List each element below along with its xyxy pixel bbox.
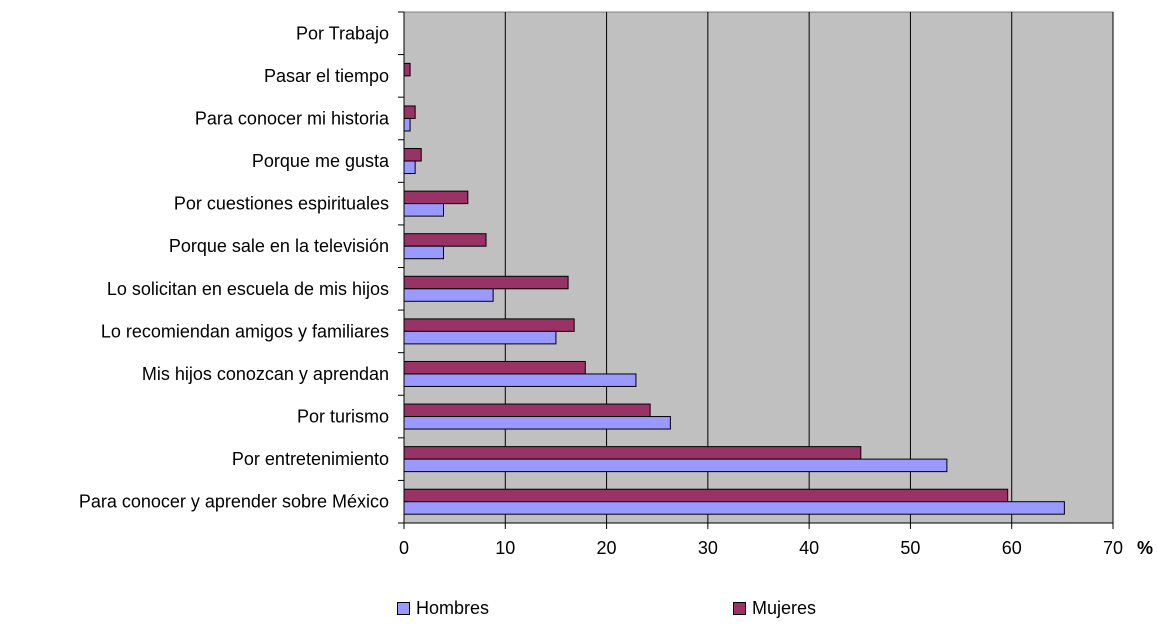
category-label: Para conocer mi historia (195, 108, 390, 128)
category-label: Porque me gusta (252, 151, 390, 171)
category-label: Por turismo (297, 407, 389, 427)
category-label: Por Trabajo (296, 23, 389, 43)
bar-hombres-5 (403, 288, 494, 302)
legend-label-hombres: Hombres (416, 598, 490, 618)
bar-mujeres-9 (403, 105, 416, 119)
x-tick-label: 0 (399, 538, 409, 558)
x-tick-label: 10 (495, 538, 515, 558)
x-tick-labels: 0 10 20 30 40 50 60 70 (399, 538, 1123, 558)
category-label: Pasar el tiempo (264, 66, 389, 86)
bar-hombres-3 (403, 373, 637, 387)
bars (403, 62, 1065, 515)
legend-item-hombres: Hombres (397, 598, 489, 619)
bar-mujeres-2 (403, 403, 651, 418)
category-label: Lo recomiendan amigos y familiares (101, 321, 389, 341)
bar-hombres-2 (403, 416, 671, 430)
bar-hombres-6 (403, 245, 445, 260)
x-tick-label: 20 (597, 538, 617, 558)
category-labels: Para conocer y aprender sobre México Por … (79, 23, 390, 511)
bar-mujeres-7 (403, 190, 469, 205)
plot-area (403, 11, 1114, 524)
x-tick-label: 70 (1103, 538, 1123, 558)
legend-label-mujeres: Mujeres (752, 598, 817, 618)
gridlines (504, 12, 1114, 523)
bar-hombres-0 (403, 501, 1065, 515)
bar-hombres-1 (403, 458, 948, 473)
x-tick-label: 30 (698, 538, 718, 558)
x-axis-unit: % (1137, 538, 1153, 558)
category-label: Por cuestiones espirituales (174, 194, 389, 214)
category-label: Lo solicitan en escuela de mis hijos (107, 279, 389, 299)
bar-hombres-4 (403, 330, 557, 345)
bar-mujeres-8 (403, 148, 422, 162)
category-label: Porque sale en la televisión (169, 236, 389, 256)
bar-hombres-8 (403, 160, 416, 175)
x-tick-label: 50 (900, 538, 920, 558)
bar-hombres-9 (403, 117, 411, 132)
legend: Hombres Mujeres (0, 598, 1158, 628)
category-label: Para conocer y aprender sobre México (79, 492, 389, 512)
bar-mujeres-4 (403, 318, 575, 332)
axes (398, 11, 1114, 529)
legend-swatch-hombres (397, 602, 410, 615)
x-tick-label: 40 (799, 538, 819, 558)
bar-hombres-7 (403, 203, 445, 217)
legend-swatch-mujeres (733, 602, 746, 615)
bar-mujeres-0 (403, 488, 1009, 503)
bar-mujeres-6 (403, 233, 487, 247)
x-tick-label: 60 (1002, 538, 1022, 558)
legend-item-mujeres: Mujeres (733, 598, 816, 619)
bar-mujeres-1 (403, 446, 862, 460)
bar-mujeres-3 (403, 360, 586, 375)
bar-mujeres-5 (403, 275, 569, 290)
category-label: Mis hijos conozcan y aprendan (142, 364, 389, 384)
category-label: Por entretenimiento (232, 449, 389, 469)
bar-mujeres-10 (403, 62, 411, 77)
